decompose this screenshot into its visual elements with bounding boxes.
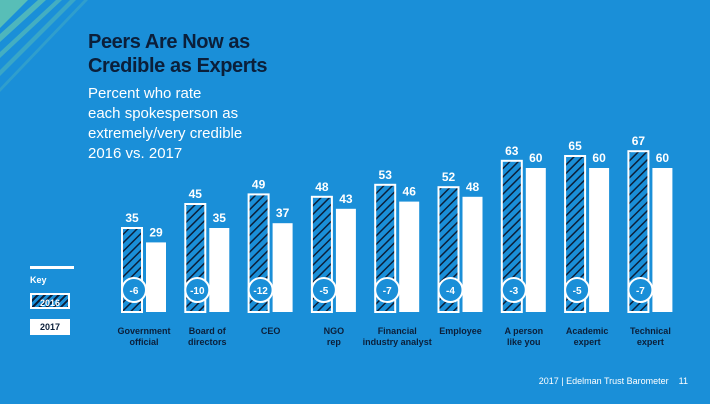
change-label-0: -6	[130, 286, 139, 297]
bar-2017-0	[146, 242, 166, 312]
value-label-2016-5: 52	[442, 170, 456, 184]
change-label-6: -3	[509, 286, 518, 297]
legend-2016: 2016	[30, 293, 70, 309]
legend-2017: 2017	[30, 319, 70, 335]
change-label-2: -12	[253, 286, 268, 297]
value-label-2017-5: 48	[466, 180, 480, 194]
value-label-2016-3: 48	[315, 180, 329, 194]
value-label-2017-3: 43	[339, 192, 353, 206]
category-label-4-1: industry analyst	[363, 337, 432, 347]
category-label-2-0: CEO	[261, 326, 281, 336]
subtitle-line-4: 2016 vs. 2017	[88, 145, 183, 162]
change-circle-5	[437, 277, 464, 303]
page-subtitle: Percent who rate each spokesperson as ex…	[88, 84, 242, 164]
value-label-2016-2: 49	[252, 177, 266, 191]
category-label-1-0: Board of	[189, 326, 227, 336]
bar-2016-8	[627, 150, 650, 313]
legend: Key 2016 2017	[30, 266, 74, 335]
change-circle-1	[184, 277, 211, 303]
page-title: Peers Are Now as Credible as Experts	[88, 30, 268, 78]
change-label-8: -7	[636, 286, 645, 297]
bar-2016-6	[500, 159, 523, 313]
bar-2017-4	[399, 201, 420, 312]
change-circle-7	[564, 277, 591, 303]
change-circle-0	[121, 277, 147, 303]
change-circle-8	[627, 277, 654, 303]
value-label-2016-8: 67	[632, 134, 646, 148]
legend-rule	[30, 266, 74, 269]
bar-2017-6	[525, 168, 546, 312]
category-label-8-0: Technical	[630, 326, 671, 336]
value-label-2017-7: 60	[592, 151, 606, 165]
category-label-5-0: Employee	[439, 326, 482, 336]
bar-2017-3	[335, 208, 356, 312]
category-label-6-0: A person	[504, 326, 543, 336]
category-label-8-1: expert	[637, 337, 664, 347]
value-label-2017-0: 29	[149, 225, 163, 239]
decorative-stripes	[0, 0, 88, 92]
footer-source: 2017 | Edelman Trust Barometer	[538, 376, 669, 386]
value-label-2016-6: 63	[505, 144, 519, 158]
change-label-7: -5	[573, 286, 582, 297]
subtitle-line-1: Percent who rate	[88, 85, 202, 102]
change-label-1: -10	[190, 286, 205, 297]
change-circle-4	[374, 277, 401, 303]
value-label-2016-7: 65	[568, 139, 582, 153]
value-label-2017-6: 60	[529, 151, 543, 165]
bar-2017-1	[209, 228, 230, 312]
category-label-7-1: expert	[574, 337, 601, 347]
change-circle-6	[500, 277, 527, 303]
value-label-2016-0: 35	[125, 211, 139, 225]
bar-2017-7	[589, 168, 610, 312]
category-label-3-0: NGO	[324, 326, 345, 336]
category-label-0-1: official	[129, 337, 158, 347]
category-label-3-1: rep	[327, 337, 342, 347]
category-label-4-0: Financial	[378, 326, 417, 336]
value-label-2017-2: 37	[276, 206, 290, 220]
change-label-5: -4	[446, 286, 455, 297]
bar-2017-8	[652, 168, 673, 312]
value-label-2017-4: 46	[403, 185, 417, 199]
value-label-2017-1: 35	[213, 211, 227, 225]
bar-2017-2	[272, 223, 293, 312]
value-label-2016-1: 45	[189, 187, 203, 201]
footer: 2017 | Edelman Trust Barometer 11	[539, 376, 688, 386]
change-label-4: -7	[383, 286, 392, 297]
page-number: 11	[678, 376, 688, 386]
bar-2016-7	[564, 155, 587, 313]
title-line-1: Peers Are Now as	[88, 31, 250, 53]
change-circle-2	[247, 277, 274, 303]
value-label-2016-4: 53	[379, 168, 393, 182]
category-label-7-0: Academic	[566, 326, 609, 336]
change-circle-3	[310, 277, 337, 303]
change-label-3: -5	[319, 286, 328, 297]
bar-2017-5	[462, 196, 483, 312]
legend-title: Key	[30, 275, 47, 285]
category-label-0-0: Government	[117, 326, 170, 336]
subtitle-line-2: each spokesperson as	[88, 105, 239, 122]
title-line-2: Credible as Experts	[88, 55, 268, 77]
value-label-2017-8: 60	[656, 151, 670, 165]
subtitle-line-3: extremely/very credible	[88, 125, 243, 142]
category-label-6-1: like you	[507, 337, 541, 347]
category-label-1-1: directors	[188, 337, 227, 347]
